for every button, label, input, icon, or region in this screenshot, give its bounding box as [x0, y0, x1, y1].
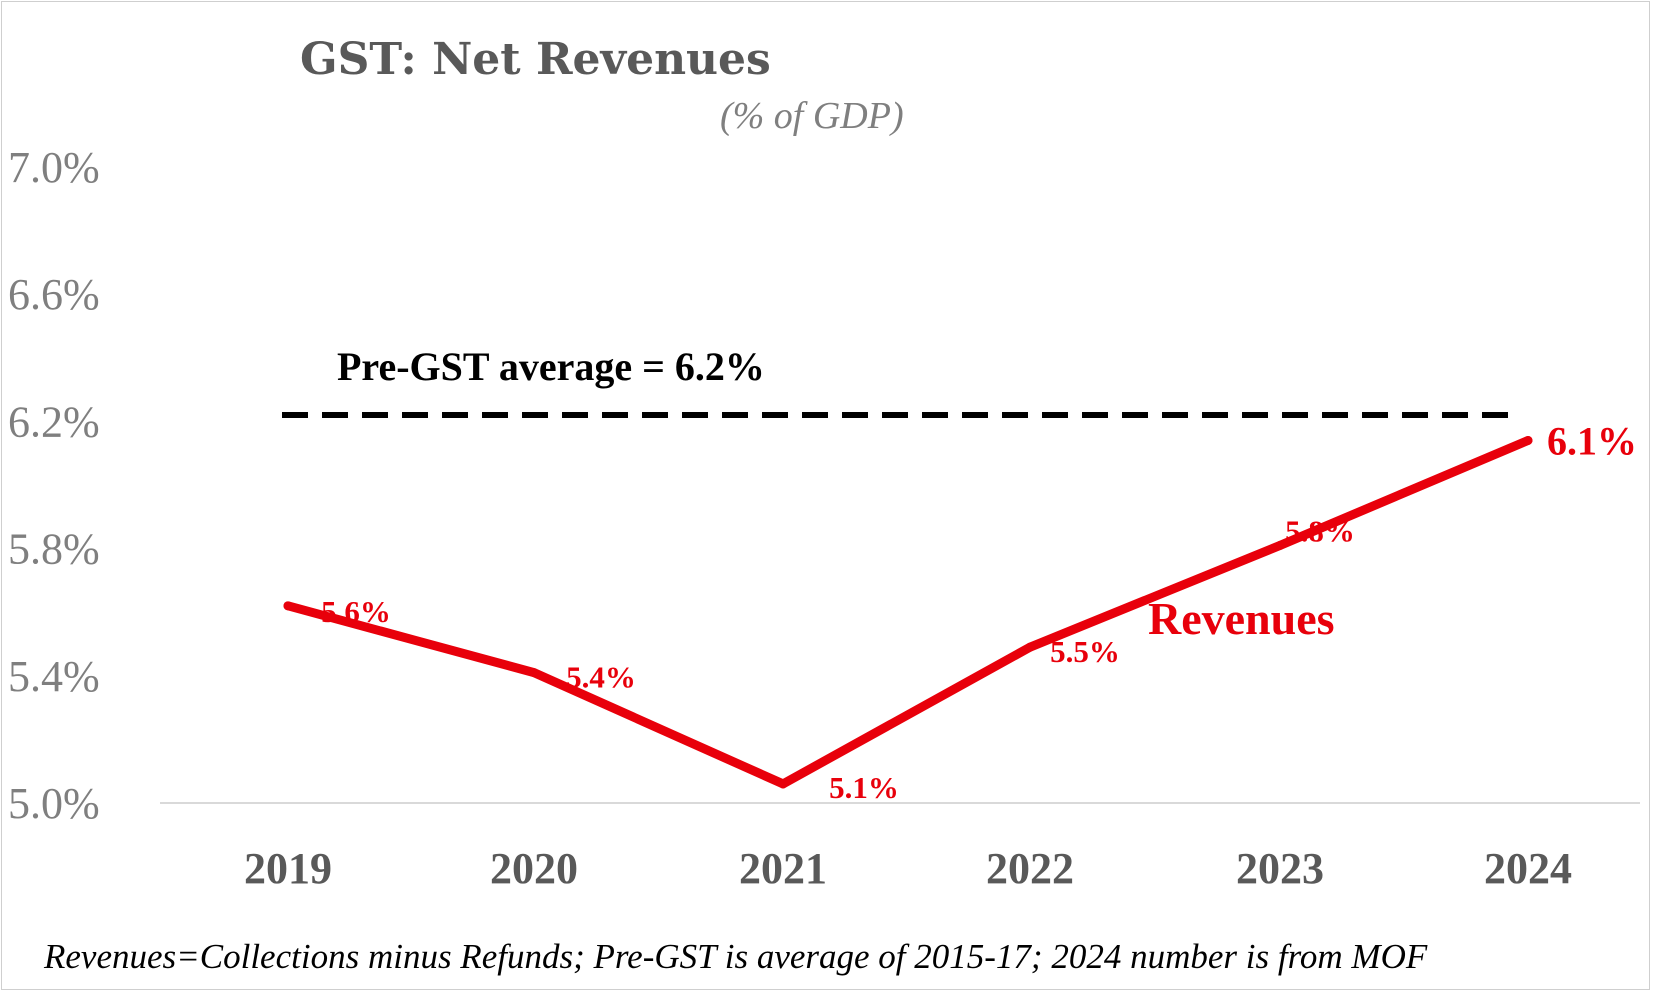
x-axis-ticks: 2019 2020 2021 2022 2023 2024 [244, 844, 1572, 893]
y-tick-label: 6.2% [8, 397, 100, 446]
y-tick-label: 5.0% [8, 779, 100, 828]
x-tick-label: 2020 [490, 844, 578, 893]
x-tick-label: 2019 [244, 844, 332, 893]
x-tick-label: 2021 [739, 844, 827, 893]
data-label: 5.4% [566, 660, 636, 695]
data-point [1523, 435, 1533, 445]
revenues-data-labels: 5.6% 5.4% 5.1% 5.5% 5.8% 6.1% [321, 418, 1637, 804]
chart-title: GST: Net Revenues [300, 34, 771, 85]
data-label: 5.8% [1285, 513, 1355, 548]
data-label: 5.1% [829, 770, 899, 805]
y-tick-label: 5.8% [8, 525, 100, 574]
chart-footnote: Revenues=Collections minus Refunds; Pre-… [43, 937, 1428, 976]
data-label: 5.5% [1050, 634, 1120, 669]
x-tick-label: 2024 [1484, 844, 1572, 893]
y-axis-ticks: 5.0% 5.4% 5.8% 6.2% 6.6% 7.0% [8, 143, 100, 828]
revenues-data-points [283, 435, 1533, 789]
data-label: 6.1% [1547, 418, 1637, 463]
data-point [283, 601, 293, 611]
x-tick-label: 2023 [1236, 844, 1324, 893]
data-label: 5.6% [321, 594, 391, 629]
revenues-series-label: Revenues [1148, 593, 1335, 644]
y-tick-label: 7.0% [8, 143, 100, 192]
pre-gst-average-label: Pre-GST average = 6.2% [337, 344, 765, 389]
data-point [529, 668, 539, 678]
x-tick-label: 2022 [986, 844, 1074, 893]
revenues-series-line [283, 435, 1533, 789]
y-tick-label: 5.4% [8, 652, 100, 701]
chart-subtitle: (% of GDP) [720, 95, 904, 137]
data-point [778, 779, 788, 789]
y-tick-label: 6.6% [8, 270, 100, 319]
data-point [1025, 642, 1035, 652]
data-point [1275, 540, 1285, 550]
